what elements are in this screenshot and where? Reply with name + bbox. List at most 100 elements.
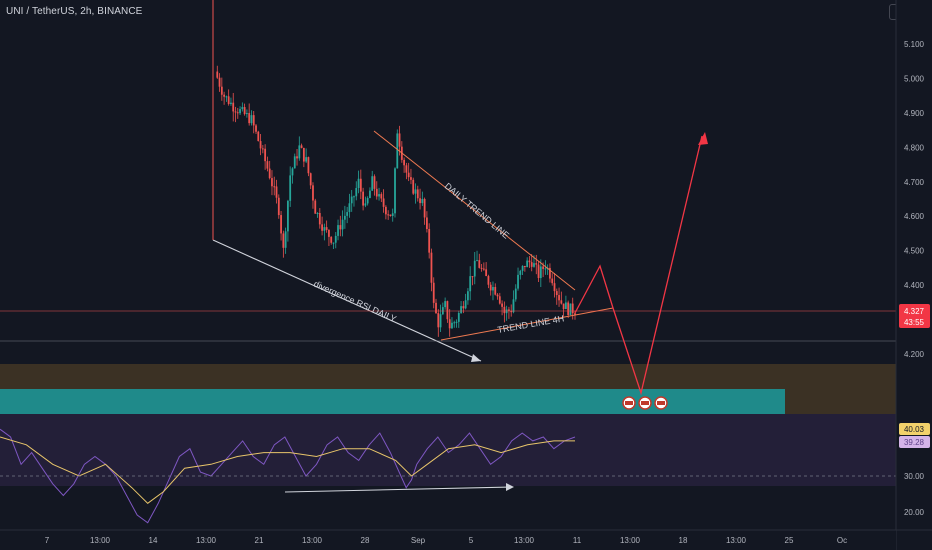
time-tick-label: 14: [149, 536, 158, 545]
event-icon[interactable]: [622, 396, 636, 410]
rsi-divergence-line: [284, 486, 513, 493]
candle-body: [364, 203, 367, 206]
candle-body: [277, 197, 280, 216]
candle-body: [394, 168, 396, 214]
rsi-ma-label: 39.28: [904, 438, 925, 447]
candle-body: [302, 147, 305, 162]
last-price-label: 4.327: [904, 307, 925, 316]
candle-body: [574, 313, 576, 315]
candle-body: [549, 267, 551, 279]
candle-body: [425, 217, 428, 230]
event-icon[interactable]: [654, 396, 668, 410]
candle-body: [382, 198, 385, 207]
time-tick-label: 5: [469, 536, 474, 545]
candle-body: [501, 303, 503, 307]
candle-body: [407, 172, 410, 178]
time-tick-label: 11: [573, 536, 582, 545]
candle-body: [316, 213, 319, 215]
time-tick-label: 25: [785, 536, 794, 545]
candle-body: [544, 268, 547, 270]
candle-body: [453, 322, 456, 324]
candle-body: [339, 225, 342, 230]
candle-body: [341, 219, 344, 230]
candle-body: [405, 165, 408, 173]
candle-body: [517, 274, 519, 289]
price-tick-label: 4.800: [904, 143, 925, 152]
candle-body: [350, 196, 353, 204]
chart-title: UNI / TetherUS, 2h, BINANCE: [6, 6, 143, 17]
price-tick-label: 5.100: [904, 40, 925, 49]
candle-body: [533, 263, 535, 267]
candle-body: [291, 168, 294, 176]
time-axis[interactable]: 7 13:00 14 13:00 21 13:00 28 Sep 5 13:00 11 13:00 18…: [0, 529, 932, 550]
candle-body: [268, 168, 271, 179]
candle-body: [239, 109, 241, 114]
candle-body: [359, 178, 362, 192]
candle-body: [369, 190, 371, 199]
candle-body: [473, 260, 476, 277]
time-tick-label: 18: [679, 536, 688, 545]
candle-body: [343, 215, 346, 220]
time-tick-label: 13:00: [620, 536, 641, 545]
candle-body: [334, 235, 337, 243]
time-tick-label: 13:00: [514, 536, 535, 545]
candle-body: [428, 229, 431, 253]
candle-body: [528, 260, 531, 263]
candle-body: [410, 177, 412, 180]
candle-body: [332, 242, 335, 244]
candle-body: [471, 276, 474, 278]
rsi-tick-label: 30.00: [904, 472, 925, 481]
event-icon[interactable]: [638, 396, 652, 410]
candle-body: [455, 321, 458, 323]
candle-body: [248, 113, 251, 124]
price-tick-label: 4.200: [904, 350, 925, 359]
candle-body: [555, 291, 558, 296]
candle-body: [446, 301, 449, 320]
candle-body: [403, 159, 406, 166]
time-tick-label: 7: [45, 536, 50, 545]
candle-body: [227, 96, 230, 105]
candle-body: [487, 276, 490, 285]
candle-body: [521, 265, 524, 271]
candle-body: [512, 299, 515, 313]
support-zone: [0, 389, 785, 414]
countdown-label: 43:55: [904, 318, 925, 327]
candle-body: [348, 203, 351, 213]
candle-body: [564, 302, 567, 310]
time-tick-label: 13:00: [90, 536, 111, 545]
candle-body: [460, 306, 462, 313]
time-tick-label: 21: [255, 536, 264, 545]
candle-body: [416, 189, 419, 199]
candle-body: [535, 263, 538, 265]
candle-body: [432, 282, 435, 303]
candle-body: [293, 156, 296, 169]
candle-body: [330, 236, 333, 243]
candle-body: [492, 287, 494, 291]
candle-body: [257, 131, 260, 142]
candle-body: [355, 188, 358, 197]
candle-body: [464, 300, 467, 309]
candle-body: [542, 266, 545, 269]
candle-body: [300, 145, 303, 148]
price-axis[interactable]: 4.2004.3004.4004.5004.6004.7004.8004.900…: [895, 0, 932, 550]
candle-body: [321, 224, 323, 231]
time-tick-label: Sep: [411, 536, 426, 545]
candle-body: [346, 212, 349, 216]
last-price-badge: [899, 304, 930, 328]
rsi-value-badge: [899, 423, 930, 435]
candle-body: [494, 287, 497, 295]
candle-body: [523, 265, 526, 268]
price-tick-label: 5.000: [904, 74, 925, 83]
price-tick-label: 4.500: [904, 247, 925, 256]
candle-body: [337, 225, 339, 236]
candle-body: [287, 200, 289, 232]
candle-body: [485, 269, 488, 277]
time-tick-label: Oc: [837, 536, 847, 545]
candle-body: [218, 77, 221, 87]
candle-body: [539, 266, 542, 279]
candle-body: [496, 294, 499, 297]
candle-body: [328, 229, 330, 237]
candle-body: [271, 178, 273, 187]
candle-body: [325, 227, 328, 230]
